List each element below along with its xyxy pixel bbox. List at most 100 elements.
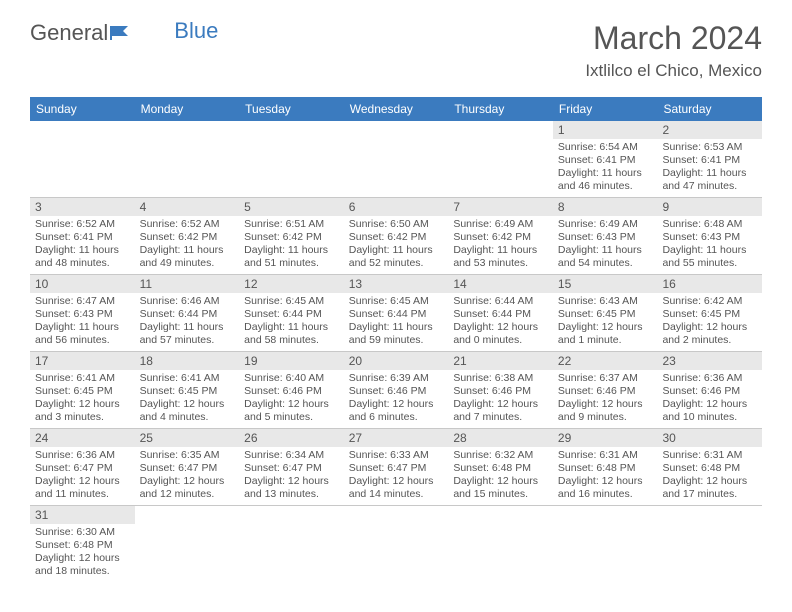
day-detail-line: and 53 minutes. [453, 257, 548, 270]
day-detail-line: Sunset: 6:42 PM [244, 231, 339, 244]
day-number [239, 121, 344, 139]
day-details: Sunrise: 6:45 AMSunset: 6:44 PMDaylight:… [344, 293, 449, 351]
calendar-header-cell: Tuesday [239, 97, 344, 121]
calendar-cell: 7Sunrise: 6:49 AMSunset: 6:42 PMDaylight… [448, 198, 553, 274]
calendar-cell [448, 121, 553, 197]
day-number [344, 506, 449, 524]
calendar-cell: 17Sunrise: 6:41 AMSunset: 6:45 PMDayligh… [30, 352, 135, 428]
day-detail-line: Sunset: 6:48 PM [35, 539, 130, 552]
day-number: 25 [135, 429, 240, 447]
day-detail-line: Sunrise: 6:31 AM [662, 449, 757, 462]
day-detail-line: Sunset: 6:48 PM [453, 462, 548, 475]
day-detail-line: and 2 minutes. [662, 334, 757, 347]
day-detail-line: Daylight: 12 hours [558, 475, 653, 488]
day-number: 7 [448, 198, 553, 216]
day-detail-line: Sunset: 6:44 PM [349, 308, 444, 321]
day-detail-line: Sunset: 6:42 PM [140, 231, 235, 244]
day-detail-line: Sunrise: 6:49 AM [558, 218, 653, 231]
day-detail-line: Sunrise: 6:45 AM [244, 295, 339, 308]
day-details: Sunrise: 6:52 AMSunset: 6:41 PMDaylight:… [30, 216, 135, 274]
day-details [657, 524, 762, 530]
calendar-row: 24Sunrise: 6:36 AMSunset: 6:47 PMDayligh… [30, 429, 762, 506]
day-details [448, 139, 553, 145]
calendar-cell: 14Sunrise: 6:44 AMSunset: 6:44 PMDayligh… [448, 275, 553, 351]
day-detail-line: and 9 minutes. [558, 411, 653, 424]
calendar-cell [553, 506, 658, 582]
calendar-cell: 3Sunrise: 6:52 AMSunset: 6:41 PMDaylight… [30, 198, 135, 274]
day-detail-line: Sunset: 6:46 PM [349, 385, 444, 398]
day-detail-line: and 10 minutes. [662, 411, 757, 424]
day-detail-line: Sunset: 6:45 PM [140, 385, 235, 398]
day-details: Sunrise: 6:35 AMSunset: 6:47 PMDaylight:… [135, 447, 240, 505]
day-detail-line: Sunset: 6:41 PM [35, 231, 130, 244]
day-detail-line: Sunrise: 6:41 AM [35, 372, 130, 385]
calendar-cell: 27Sunrise: 6:33 AMSunset: 6:47 PMDayligh… [344, 429, 449, 505]
day-detail-line: and 57 minutes. [140, 334, 235, 347]
calendar-cell: 15Sunrise: 6:43 AMSunset: 6:45 PMDayligh… [553, 275, 658, 351]
day-details [239, 524, 344, 530]
day-detail-line: Daylight: 12 hours [244, 398, 339, 411]
day-detail-line: Daylight: 12 hours [349, 398, 444, 411]
day-details: Sunrise: 6:36 AMSunset: 6:47 PMDaylight:… [30, 447, 135, 505]
day-detail-line: Daylight: 12 hours [349, 475, 444, 488]
day-detail-line: Daylight: 12 hours [35, 475, 130, 488]
calendar-row: 17Sunrise: 6:41 AMSunset: 6:45 PMDayligh… [30, 352, 762, 429]
calendar-cell: 4Sunrise: 6:52 AMSunset: 6:42 PMDaylight… [135, 198, 240, 274]
day-detail-line: Daylight: 12 hours [662, 321, 757, 334]
day-detail-line: Sunrise: 6:46 AM [140, 295, 235, 308]
day-detail-line: Sunrise: 6:36 AM [35, 449, 130, 462]
day-detail-line: and 1 minute. [558, 334, 653, 347]
day-details: Sunrise: 6:36 AMSunset: 6:46 PMDaylight:… [657, 370, 762, 428]
day-detail-line: Sunset: 6:45 PM [662, 308, 757, 321]
day-detail-line: and 51 minutes. [244, 257, 339, 270]
day-details [135, 524, 240, 530]
day-detail-line: Daylight: 11 hours [453, 244, 548, 257]
calendar-cell [344, 506, 449, 582]
day-details: Sunrise: 6:43 AMSunset: 6:45 PMDaylight:… [553, 293, 658, 351]
day-detail-line: Sunrise: 6:52 AM [140, 218, 235, 231]
day-number: 16 [657, 275, 762, 293]
day-detail-line: Sunset: 6:44 PM [453, 308, 548, 321]
day-number [553, 506, 658, 524]
logo-text-2: Blue [174, 18, 218, 44]
day-detail-line: Sunrise: 6:34 AM [244, 449, 339, 462]
day-number: 28 [448, 429, 553, 447]
calendar-header-row: SundayMondayTuesdayWednesdayThursdayFrid… [30, 97, 762, 121]
day-detail-line: Daylight: 11 hours [662, 244, 757, 257]
day-detail-line: Daylight: 11 hours [140, 321, 235, 334]
day-details: Sunrise: 6:31 AMSunset: 6:48 PMDaylight:… [657, 447, 762, 505]
day-number: 17 [30, 352, 135, 370]
day-detail-line: Sunrise: 6:54 AM [558, 141, 653, 154]
day-detail-line: Sunrise: 6:30 AM [35, 526, 130, 539]
calendar-cell: 28Sunrise: 6:32 AMSunset: 6:48 PMDayligh… [448, 429, 553, 505]
day-detail-line: and 54 minutes. [558, 257, 653, 270]
day-detail-line: Sunset: 6:46 PM [453, 385, 548, 398]
day-number: 1 [553, 121, 658, 139]
calendar-cell: 11Sunrise: 6:46 AMSunset: 6:44 PMDayligh… [135, 275, 240, 351]
day-detail-line: and 11 minutes. [35, 488, 130, 501]
day-detail-line: Sunset: 6:43 PM [662, 231, 757, 244]
day-number: 6 [344, 198, 449, 216]
page-title: March 2024 [585, 20, 762, 57]
day-detail-line: Daylight: 12 hours [140, 398, 235, 411]
day-detail-line: and 7 minutes. [453, 411, 548, 424]
day-details: Sunrise: 6:41 AMSunset: 6:45 PMDaylight:… [30, 370, 135, 428]
day-details: Sunrise: 6:45 AMSunset: 6:44 PMDaylight:… [239, 293, 344, 351]
day-detail-line: Daylight: 12 hours [140, 475, 235, 488]
day-detail-line: Sunset: 6:47 PM [140, 462, 235, 475]
location-subtitle: Ixtlilco el Chico, Mexico [585, 61, 762, 81]
day-detail-line: Sunset: 6:45 PM [558, 308, 653, 321]
day-number: 3 [30, 198, 135, 216]
day-detail-line: Sunrise: 6:43 AM [558, 295, 653, 308]
day-details [553, 524, 658, 530]
day-detail-line: Daylight: 11 hours [558, 244, 653, 257]
day-detail-line: Sunset: 6:47 PM [35, 462, 130, 475]
calendar-body: 1 Sunrise: 6:54 AM Sunset: 6:41 PM Daylight… [30, 121, 762, 582]
calendar-cell: 26Sunrise: 6:34 AMSunset: 6:47 PMDayligh… [239, 429, 344, 505]
day-detail-line: Sunrise: 6:39 AM [349, 372, 444, 385]
calendar-cell: 25Sunrise: 6:35 AMSunset: 6:47 PMDayligh… [135, 429, 240, 505]
calendar-header-cell: Sunday [30, 97, 135, 121]
day-detail-line: and 56 minutes. [35, 334, 130, 347]
day-number: 21 [448, 352, 553, 370]
day-details: Sunrise: 6:42 AMSunset: 6:45 PMDaylight:… [657, 293, 762, 351]
